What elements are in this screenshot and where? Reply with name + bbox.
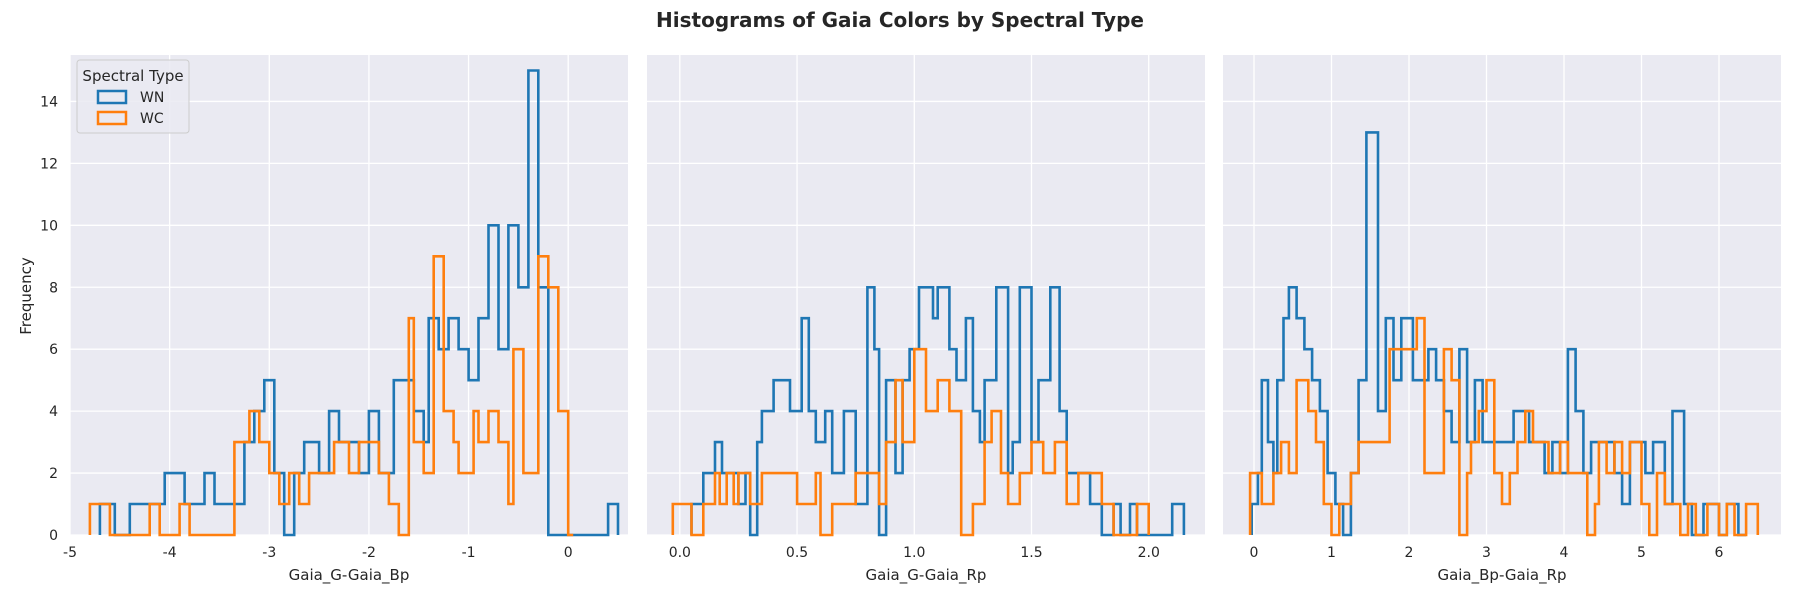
x-tick-label: 5 [1637,545,1646,561]
x-tick-label: 0.5 [786,545,808,561]
x-tick-label: -4 [163,545,177,561]
x-axis-label: Gaia_Bp-Gaia_Rp [1437,566,1566,585]
x-tick-label: -3 [262,545,276,561]
histogram-step-wn [1250,131,1747,537]
legend-frame [76,59,190,134]
y-axis-label: Frequency [17,257,35,335]
y-tick-label: 2 [49,466,58,482]
panel-3: 0 1 2 3 4 5 6 Gaia_Bp-Gaia_Rp [1223,55,1781,585]
panel-2: 0.0 0.5 1.0 1.5 2.0 Gaia_G-Gaia_Rp [647,55,1205,585]
histogram-step-wc [88,255,574,537]
histogram-step-wc [671,347,1150,537]
y-tick-label: 10 [40,218,58,234]
legend-label-wn: WN [140,90,164,106]
x-tick-label: 0 [564,545,573,561]
x-tick-label: 4 [1560,545,1569,561]
legend-swatch-wc [96,110,128,126]
y-tick-label: 12 [40,156,58,172]
y-tick-label: 6 [49,342,58,358]
x-tick-label: 2 [1405,545,1414,561]
x-tick-label: 1.0 [903,545,925,561]
y-tick-label: 14 [40,94,58,110]
x-tick-label: 1.5 [1020,545,1042,561]
figure-title: Histograms of Gaia Colors by Spectral Ty… [656,8,1144,32]
legend-swatch-wn [96,89,128,105]
legend-label-wc: WC [140,111,164,127]
x-tick-label: 6 [1715,545,1724,561]
x-tick-label: 0 [1250,545,1259,561]
histogram-step-wc [1248,316,1760,537]
x-tick-label: -1 [462,545,476,561]
y-tick-label: 8 [49,280,58,296]
plot-area [647,55,1205,535]
x-tick-label: -5 [63,545,77,561]
x-tick-label: 2.0 [1138,545,1160,561]
x-tick-label: 1 [1327,545,1336,561]
x-tick-label: 3 [1482,545,1491,561]
x-tick-label: 0.0 [669,545,691,561]
x-axis-label: Gaia_G-Gaia_Rp [866,566,987,585]
legend-title: Spectral Type [82,67,183,85]
legend: Spectral Type WN WC [76,59,190,134]
y-tick-label: 4 [49,404,58,420]
x-axis-label: Gaia_G-Gaia_Bp [289,566,410,585]
plot-area [1223,55,1781,535]
x-tick-label: -2 [362,545,376,561]
panel-1: 0 2 4 6 8 10 12 14 -5 -4 -3 -2 -1 0 Gaia_G-Gaia_Bp [40,55,628,585]
y-tick-label: 0 [49,528,58,544]
